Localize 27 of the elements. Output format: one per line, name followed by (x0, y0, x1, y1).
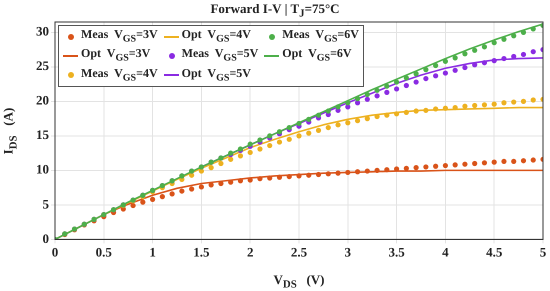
x-tick-label: 0.5 (96, 244, 112, 260)
x-tick-label: 2.5 (290, 244, 308, 260)
x-tick-label: 4 (442, 244, 450, 260)
chart-title: Forward I-V | T$_{J}$=75°C (209, 1, 341, 20)
legend-label: Meas V$_{GS}$=4V (81, 66, 158, 86)
legend-label: Opt V$_{GS}$=4V (182, 27, 251, 46)
legend-label: Opt V$_{GS}$=3V (81, 46, 150, 66)
legend-label: Meas V$_{GS}$=6V (282, 27, 359, 46)
x-tick-label: 1 (149, 244, 156, 260)
legend-label: Meas V$_{GS}$=3V (81, 27, 158, 46)
x-tick-label: 3 (344, 244, 352, 260)
y-tick-label: 15 (36, 127, 50, 142)
x-tick-label: 4.5 (486, 244, 503, 260)
x-tick-label: 5 (540, 244, 547, 260)
x-tick-label: 1.5 (193, 244, 210, 260)
legend-label: Opt V$_{GS}$=6V (282, 46, 352, 66)
y-tick-label: 20 (36, 92, 49, 108)
y-tick-label: 10 (36, 162, 49, 177)
y-tick-label: 25 (36, 58, 50, 74)
y-tick-label: 5 (42, 196, 50, 212)
x-axis-title: V$_{DS}$ (V) (272, 272, 326, 291)
y-tick-label: 0 (42, 230, 49, 246)
legend-label: Opt V$_{GS}$=5V (182, 66, 251, 86)
legend-label: Meas V$_{GS}$=5V (182, 46, 258, 66)
y-tick-label: 30 (36, 24, 49, 39)
x-tick-label: 2 (246, 244, 254, 260)
x-tick-label: 3.5 (388, 244, 406, 260)
